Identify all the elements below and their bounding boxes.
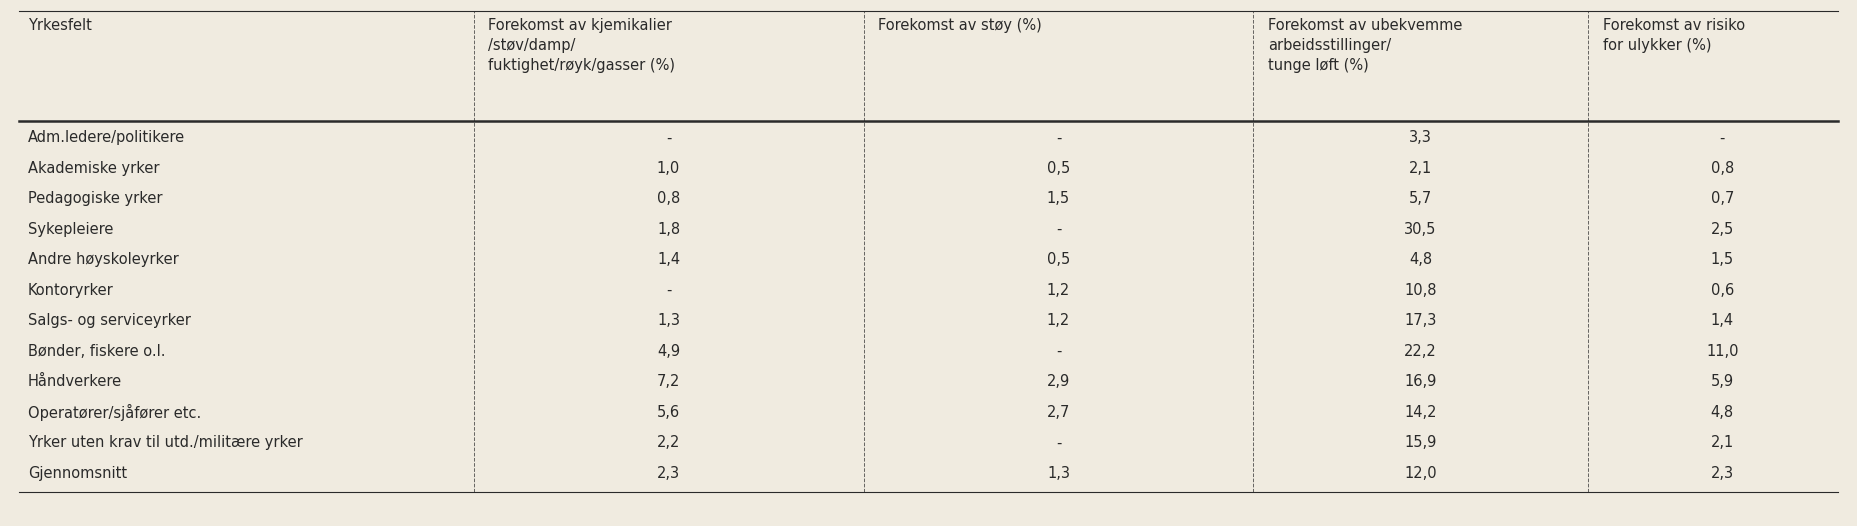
Text: 0,5: 0,5 <box>1047 252 1070 267</box>
Text: 1,4: 1,4 <box>657 252 680 267</box>
Text: 1,4: 1,4 <box>1710 313 1734 328</box>
Text: 2,5: 2,5 <box>1710 222 1734 237</box>
Text: 3,3: 3,3 <box>1409 130 1432 145</box>
Text: 4,9: 4,9 <box>657 344 680 359</box>
Text: -: - <box>667 130 670 145</box>
Text: 0,7: 0,7 <box>1710 191 1734 206</box>
Text: Forekomst av støy (%): Forekomst av støy (%) <box>878 18 1042 34</box>
Text: Yrkesfelt: Yrkesfelt <box>28 18 91 34</box>
Text: 10,8: 10,8 <box>1404 283 1437 298</box>
Text: 2,2: 2,2 <box>657 436 680 450</box>
Text: Akademiske yrker: Akademiske yrker <box>28 161 160 176</box>
Text: -: - <box>1057 222 1060 237</box>
Text: 1,2: 1,2 <box>1047 283 1070 298</box>
Text: 5,9: 5,9 <box>1710 375 1734 389</box>
Text: 2,3: 2,3 <box>657 466 680 481</box>
Text: 1,0: 1,0 <box>657 161 680 176</box>
Text: 2,1: 2,1 <box>1409 161 1432 176</box>
Text: Gjennomsnitt: Gjennomsnitt <box>28 466 126 481</box>
Text: 1,5: 1,5 <box>1710 252 1734 267</box>
Text: 2,1: 2,1 <box>1710 436 1734 450</box>
Text: 14,2: 14,2 <box>1404 405 1437 420</box>
Text: 12,0: 12,0 <box>1404 466 1437 481</box>
Text: 0,6: 0,6 <box>1710 283 1734 298</box>
Text: 1,5: 1,5 <box>1047 191 1070 206</box>
Text: -: - <box>667 283 670 298</box>
Text: 2,3: 2,3 <box>1710 466 1734 481</box>
Text: -: - <box>1057 130 1060 145</box>
Text: 22,2: 22,2 <box>1404 344 1437 359</box>
Text: 4,8: 4,8 <box>1409 252 1432 267</box>
Text: Forekomst av ubekvemme
arbeidsstillinger/
tunge løft (%): Forekomst av ubekvemme arbeidsstillinger… <box>1268 18 1463 73</box>
Text: -: - <box>1057 436 1060 450</box>
Text: 30,5: 30,5 <box>1404 222 1437 237</box>
Text: Forekomst av risiko
for ulykker (%): Forekomst av risiko for ulykker (%) <box>1603 18 1746 53</box>
Text: Håndverkere: Håndverkere <box>28 375 123 389</box>
Text: Operatører/sjåfører etc.: Operatører/sjåfører etc. <box>28 404 201 421</box>
Text: Bønder, fiskere o.l.: Bønder, fiskere o.l. <box>28 344 165 359</box>
Text: -: - <box>1720 130 1725 145</box>
Text: 7,2: 7,2 <box>657 375 680 389</box>
Text: 5,7: 5,7 <box>1409 191 1432 206</box>
Text: Kontoryrker: Kontoryrker <box>28 283 113 298</box>
Text: 15,9: 15,9 <box>1404 436 1437 450</box>
Text: -: - <box>1057 344 1060 359</box>
Text: Forekomst av kjemikalier
/støv/damp/
fuktighet/røyk/gasser (%): Forekomst av kjemikalier /støv/damp/ fuk… <box>488 18 676 73</box>
Text: Andre høyskoleyrker: Andre høyskoleyrker <box>28 252 178 267</box>
Text: 4,8: 4,8 <box>1710 405 1734 420</box>
Text: 5,6: 5,6 <box>657 405 680 420</box>
Text: 16,9: 16,9 <box>1404 375 1437 389</box>
Text: 1,2: 1,2 <box>1047 313 1070 328</box>
Text: 17,3: 17,3 <box>1404 313 1437 328</box>
Text: 1,3: 1,3 <box>1047 466 1070 481</box>
Text: Pedagogiske yrker: Pedagogiske yrker <box>28 191 162 206</box>
Text: 11,0: 11,0 <box>1707 344 1738 359</box>
Text: 1,3: 1,3 <box>657 313 680 328</box>
Text: Sykepleiere: Sykepleiere <box>28 222 113 237</box>
Text: 0,5: 0,5 <box>1047 161 1070 176</box>
Text: 0,8: 0,8 <box>1710 161 1734 176</box>
Text: Adm.ledere/politikere: Adm.ledere/politikere <box>28 130 186 145</box>
Text: 2,9: 2,9 <box>1047 375 1070 389</box>
Text: 2,7: 2,7 <box>1047 405 1070 420</box>
Text: 1,8: 1,8 <box>657 222 680 237</box>
Text: Salgs- og serviceyrker: Salgs- og serviceyrker <box>28 313 191 328</box>
Text: 0,8: 0,8 <box>657 191 680 206</box>
Text: Yrker uten krav til utd./militære yrker: Yrker uten krav til utd./militære yrker <box>28 436 303 450</box>
